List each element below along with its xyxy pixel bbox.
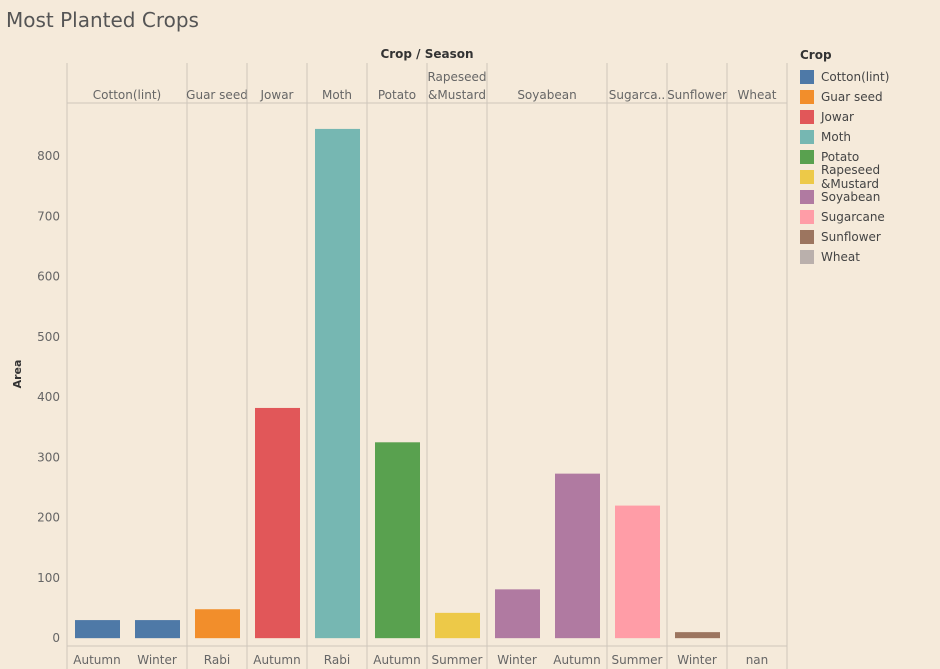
legend-swatch	[800, 230, 814, 244]
legend-swatch	[800, 70, 814, 84]
legend-item: Sugarcane	[800, 207, 940, 227]
legend-item: Guar seed	[800, 87, 940, 107]
y-axis-label: Area	[11, 360, 24, 389]
panel-header-label: Jowar	[260, 88, 294, 102]
panel-header-label: Sugarca..	[609, 88, 665, 102]
legend: Crop Cotton(lint) Guar seed Jowar Moth Potat…	[800, 48, 940, 267]
legend-item: Potato	[800, 147, 940, 167]
legend-swatch	[800, 150, 814, 164]
panel-header-label: Rapeseed	[427, 70, 486, 84]
x-tick-label: Autumn	[373, 653, 420, 667]
y-tick-label: 0	[52, 631, 60, 645]
y-tick-label: 400	[37, 390, 60, 404]
legend-item: Rapeseed &Mustard	[800, 163, 940, 191]
y-tick-label: 300	[37, 450, 60, 464]
y-tick-label: 100	[37, 571, 60, 585]
bar	[75, 620, 120, 639]
bar	[195, 609, 240, 639]
legend-items: Cotton(lint) Guar seed Jowar Moth Potato Rape…	[800, 67, 940, 267]
legend-label: Guar seed	[821, 90, 883, 104]
y-tick-label: 200	[37, 511, 60, 525]
bar	[615, 505, 660, 639]
legend-label: Sugarcane	[821, 210, 885, 224]
panel-header-label: Wheat	[738, 88, 777, 102]
legend-label: Cotton(lint)	[821, 70, 890, 84]
y-tick-label: 500	[37, 330, 60, 344]
legend-label: Jowar	[821, 110, 854, 124]
y-tick-label: 800	[37, 149, 60, 163]
chart-header: Crop / Season	[380, 47, 473, 61]
legend-label: Soyabean	[821, 190, 881, 204]
legend-label: Sunflower	[821, 230, 881, 244]
bar	[495, 589, 540, 639]
legend-swatch	[800, 250, 814, 264]
panel-header-label: &Mustard	[428, 88, 486, 102]
bar	[435, 612, 480, 639]
legend-item: Cotton(lint)	[800, 67, 940, 87]
x-tick-label: Autumn	[553, 653, 600, 667]
legend-label: Potato	[821, 150, 860, 164]
panel-header-label: Guar seed	[186, 88, 248, 102]
legend-label: Wheat	[821, 250, 860, 264]
legend-swatch	[800, 190, 814, 204]
legend-label: Rapeseed &Mustard	[821, 163, 881, 191]
legend-item: Soyabean	[800, 187, 940, 207]
bar	[675, 632, 720, 639]
x-tick-label: Summer	[432, 653, 483, 667]
x-tick-label: Winter	[137, 653, 177, 667]
bar	[255, 407, 300, 639]
x-tick-label: Autumn	[253, 653, 300, 667]
bar	[555, 473, 600, 639]
legend-item: Wheat	[800, 247, 940, 267]
legend-item: Moth	[800, 127, 940, 147]
x-tick-label: Winter	[497, 653, 537, 667]
x-tick-label: Rabi	[204, 653, 230, 667]
x-tick-label: nan	[746, 653, 769, 667]
panel-header-label: Moth	[322, 88, 352, 102]
y-tick-label: 700	[37, 209, 60, 223]
legend-swatch	[800, 170, 814, 184]
x-tick-label: Rabi	[324, 653, 350, 667]
legend-item: Jowar	[800, 107, 940, 127]
panel-header-label: Cotton(lint)	[93, 88, 161, 102]
panel-header-label: Sunflower	[667, 88, 727, 102]
bar	[135, 620, 180, 639]
panel-header-label: Potato	[378, 88, 416, 102]
legend-swatch	[800, 110, 814, 124]
x-tick-label: Summer	[612, 653, 663, 667]
y-tick-label: 600	[37, 270, 60, 284]
x-tick-label: Winter	[677, 653, 717, 667]
legend-label: Moth	[821, 130, 852, 144]
legend-title: Crop	[800, 48, 832, 62]
x-tick-label: Autumn	[73, 653, 120, 667]
legend-swatch	[800, 90, 814, 104]
bar	[315, 128, 360, 639]
chart-title: Most Planted Crops	[6, 8, 199, 32]
legend-swatch	[800, 210, 814, 224]
legend-swatch	[800, 130, 814, 144]
bar	[375, 442, 420, 639]
panel-header-label: Soyabean	[517, 88, 576, 102]
legend-item: Sunflower	[800, 227, 940, 247]
